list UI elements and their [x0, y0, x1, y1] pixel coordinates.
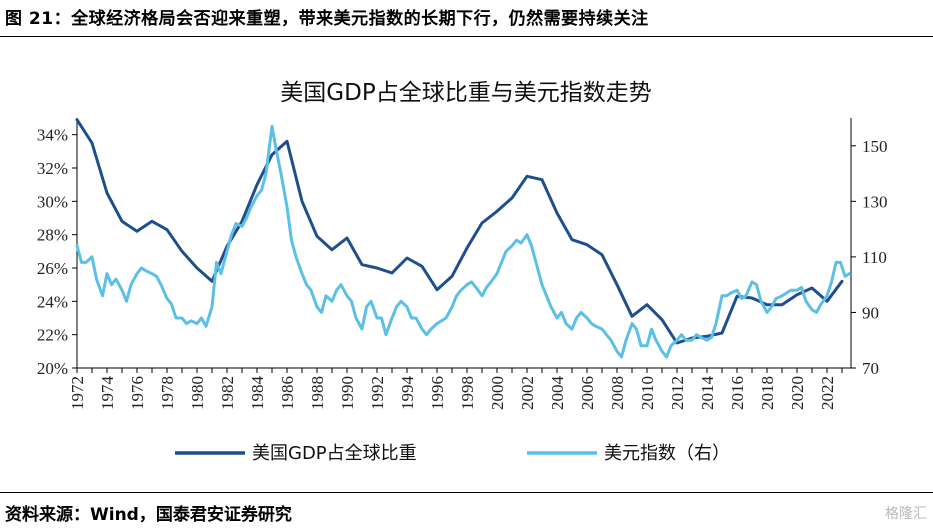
- x-tick-label: 1974: [98, 376, 117, 411]
- x-tick-label: 1994: [398, 376, 417, 411]
- x-tick-label: 2000: [488, 376, 507, 410]
- watermark-logo: 格隆汇: [885, 506, 927, 522]
- chart-title: 美国GDP占全球比重与美元指数走势: [280, 80, 651, 106]
- x-tick-label: 2018: [758, 376, 777, 410]
- right-tick-label: 130: [862, 192, 888, 211]
- x-tick-label: 2004: [548, 376, 567, 411]
- right-tick-label: 150: [862, 137, 888, 156]
- x-tick-label: 2022: [818, 376, 837, 410]
- x-tick-label: 1972: [68, 376, 87, 410]
- left-tick-label: 34%: [37, 126, 68, 145]
- right-tick-label: 90: [862, 303, 879, 322]
- x-tick-label: 2012: [668, 376, 687, 410]
- left-tick-label: 20%: [37, 359, 68, 378]
- x-tick-label: 2006: [578, 376, 597, 410]
- right-tick-label: 110: [862, 248, 887, 267]
- x-tick-label: 1976: [128, 376, 147, 410]
- x-tick-label: 1990: [338, 376, 357, 410]
- legend: 美国GDP占全球比重 美元指数（右）: [175, 443, 730, 464]
- x-tick-label: 1996: [428, 376, 447, 410]
- x-tick-label: 2008: [608, 376, 627, 410]
- left-tick-label: 32%: [37, 159, 68, 178]
- figure-header: 图 21：全球经济格局会否迎来重塑，带来美元指数的长期下行，仍然需要持续关注: [5, 9, 649, 29]
- legend-label-usd-index: 美元指数（右）: [604, 443, 730, 464]
- left-tick-label: 24%: [37, 292, 68, 311]
- plot-area: 20% 22% 24% 26% 28% 30% 32% 34% 70 90 110 130 150 197…: [37, 118, 888, 410]
- x-tick-label: 1978: [158, 376, 177, 410]
- x-tick-label: 1988: [308, 376, 327, 410]
- left-tick-label: 26%: [37, 259, 68, 278]
- left-tick-label: 30%: [37, 192, 68, 211]
- series-line-usd-index: [75, 124, 851, 359]
- x-tick-label: 1998: [458, 376, 477, 410]
- x-tick-label: 1992: [368, 376, 387, 410]
- legend-label-gdp-share: 美国GDP占全球比重: [252, 443, 417, 464]
- x-tick-label: 1984: [248, 376, 267, 411]
- right-tick-label: 70: [862, 359, 879, 378]
- x-tick-label: 1980: [188, 376, 207, 410]
- left-tick-label: 28%: [37, 226, 68, 245]
- x-tick-label: 1986: [278, 376, 297, 410]
- x-tick-label: 2002: [518, 376, 537, 410]
- source-note: 资料来源：Wind，国泰君安证券研究: [5, 505, 292, 525]
- x-tick-label: 2020: [788, 376, 807, 410]
- series-line-gdp-share: [75, 118, 844, 345]
- x-tick-label: 1982: [218, 376, 237, 410]
- x-tick-label: 2010: [638, 376, 657, 410]
- footer-rule: [0, 492, 933, 493]
- x-tick-label: 2014: [698, 376, 717, 411]
- header-rule: [0, 36, 933, 37]
- x-tick-label: 2016: [728, 376, 747, 410]
- left-tick-label: 22%: [37, 326, 68, 345]
